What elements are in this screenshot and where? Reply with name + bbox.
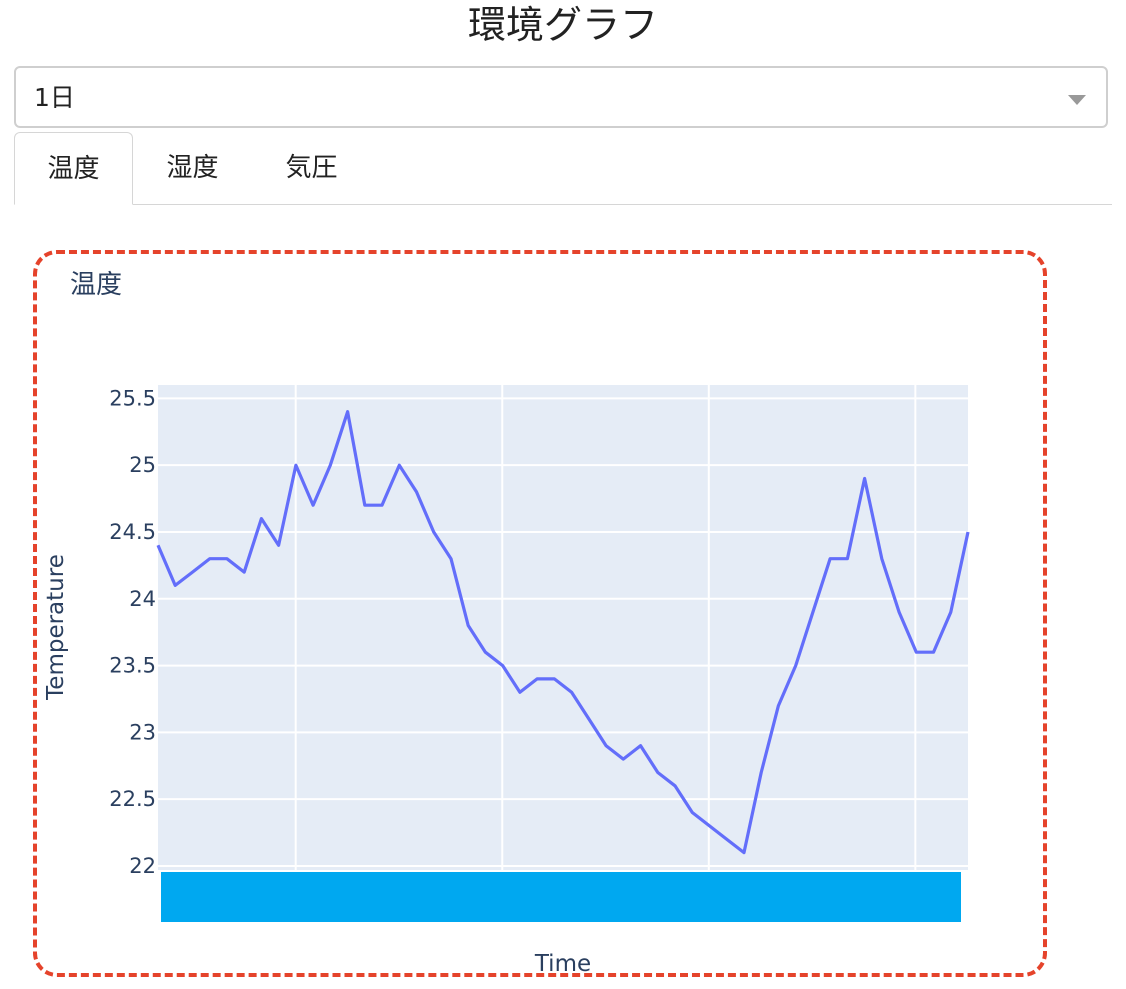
chevron-down-icon[interactable] — [1068, 95, 1086, 105]
y-tick-label: 24.5 — [109, 520, 156, 544]
plot-area[interactable] — [158, 385, 968, 870]
series-line — [156, 410, 970, 855]
y-tick-label: 25 — [129, 453, 156, 477]
y-tick-label: 25.5 — [109, 386, 156, 410]
tab-pressure[interactable]: 気圧 — [285, 153, 338, 183]
period-select-value: 1日 — [34, 83, 75, 112]
y-tick-label: 22.5 — [109, 787, 156, 811]
tab-temperature[interactable]: 温度 — [14, 132, 133, 205]
page-title: 環境グラフ — [467, 3, 658, 47]
graph-panel — [33, 250, 1047, 977]
tab-humidity[interactable]: 湿度 — [166, 153, 219, 183]
period-select[interactable]: 1日 — [14, 66, 1108, 128]
tab-bar: 温度 湿度 気圧 — [14, 132, 1112, 205]
x-axis-title: Time — [534, 951, 591, 977]
y-tick-label: 23.5 — [109, 654, 156, 678]
y-tick-label: 24 — [129, 587, 156, 611]
y-tick-label: 22 — [129, 854, 156, 878]
y-axis-title: Temperature — [43, 554, 69, 701]
range-slider[interactable] — [161, 872, 961, 922]
chart-title: 温度 — [70, 270, 123, 300]
y-tick-label: 23 — [129, 720, 156, 744]
